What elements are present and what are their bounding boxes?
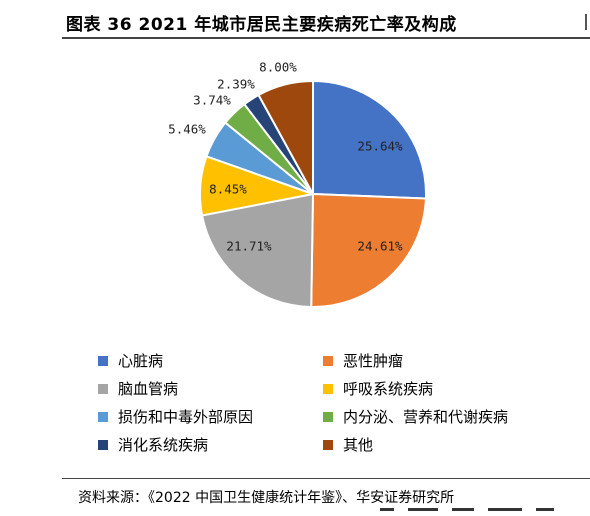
slice-value-label: 21.71% xyxy=(226,239,272,254)
cropped-text-fragment xyxy=(380,508,580,516)
title-divider xyxy=(62,37,590,39)
edge-mark xyxy=(585,14,587,30)
slice-value-label: 25.64% xyxy=(357,139,403,154)
slice-value-label: 8.45% xyxy=(209,182,247,197)
footer-divider xyxy=(62,478,590,479)
slice-value-label: 5.46% xyxy=(168,122,206,137)
slice-value-label: 8.00% xyxy=(259,60,297,75)
slice-value-label: 2.39% xyxy=(217,77,255,92)
chart-title: 图表 36 2021 年城市居民主要疾病死亡率及构成 xyxy=(66,15,457,35)
pie-slice-2 xyxy=(310,192,427,308)
slice-value-label: 3.74% xyxy=(193,93,231,108)
source-note: 资料来源：《2022 中国卫生健康统计年鉴》、华安证券研究所 xyxy=(78,490,455,506)
slice-value-label: 24.61% xyxy=(357,239,403,254)
pie-slice-1 xyxy=(312,79,427,200)
pie-slice-3 xyxy=(200,192,315,309)
pie-slice-8 xyxy=(257,79,314,195)
